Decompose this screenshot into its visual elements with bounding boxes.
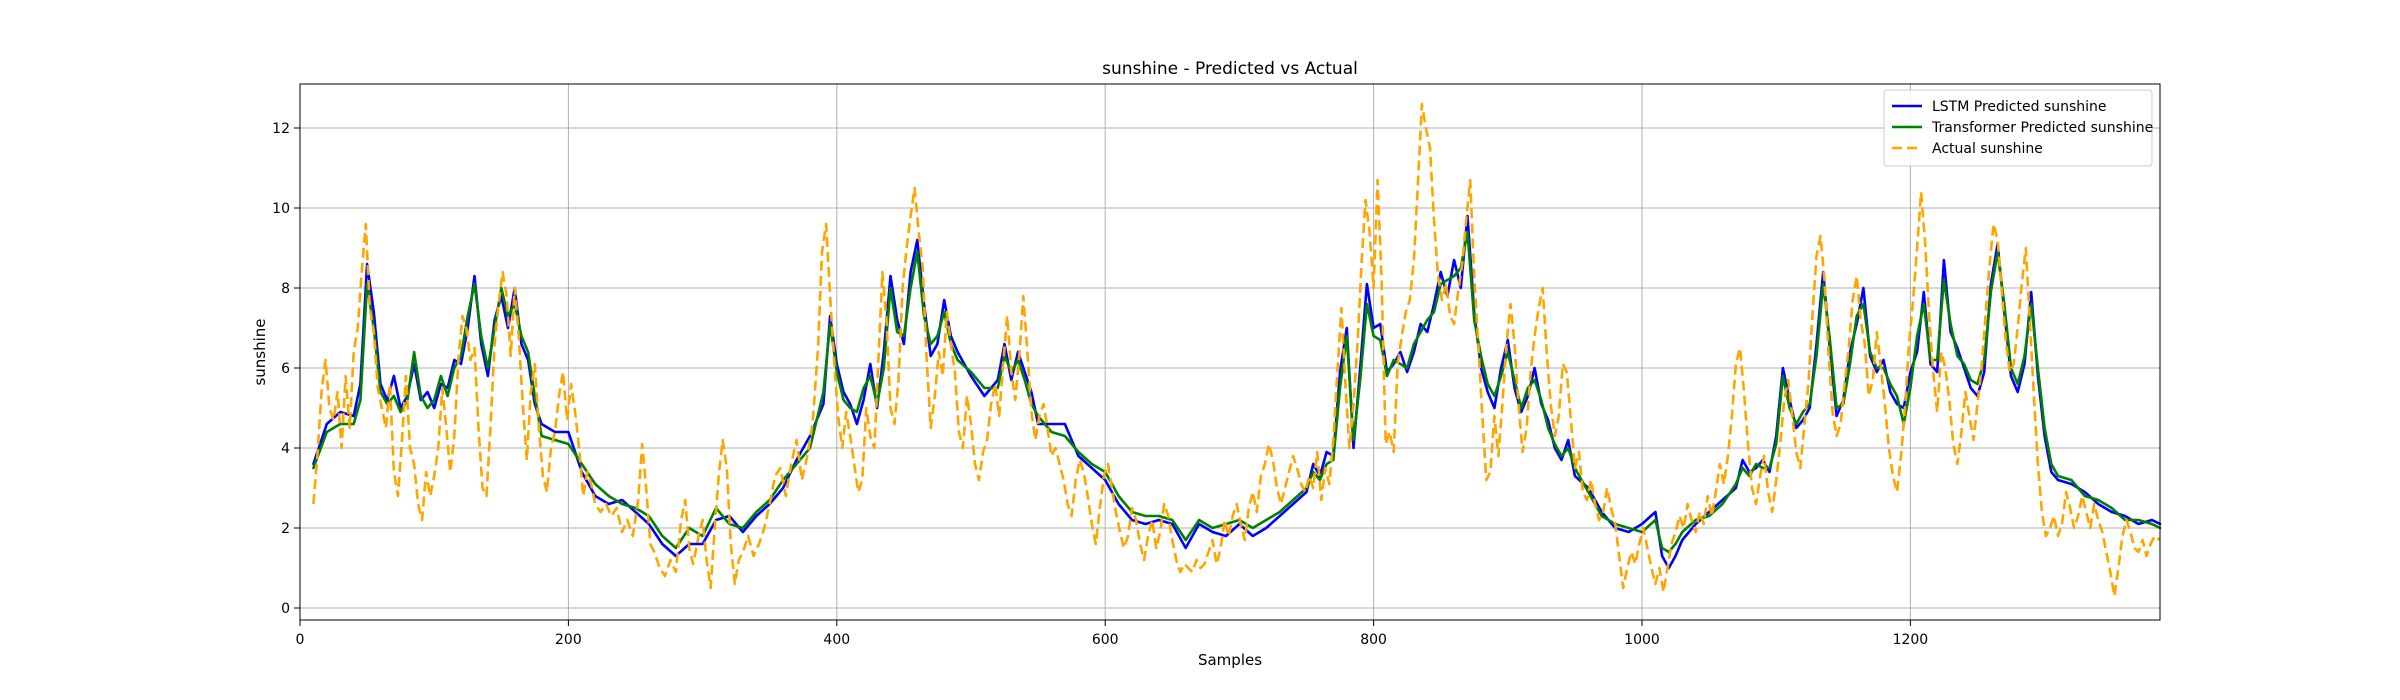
y-axis-label: sunshine — [251, 318, 269, 385]
x-tick-label: 200 — [555, 632, 582, 648]
y-tick-label: 2 — [281, 521, 290, 537]
x-axis: 0 200 400 600 800 1000 1200 — [296, 620, 1929, 648]
chart-title: sunshine - Predicted vs Actual — [1102, 59, 1358, 79]
plot-area-frame — [299, 83, 2161, 621]
y-axis: 0 2 4 6 8 10 12 — [272, 121, 300, 617]
y-tick-label: 4 — [281, 441, 290, 457]
legend-label-2: Transformer Predicted sunshine — [1931, 120, 2153, 136]
x-tick-label: 1200 — [1893, 632, 1929, 648]
y-tick-label: 6 — [281, 361, 290, 377]
legend: LSTM Predicted sunshine Transformer Predi… — [1883, 89, 2153, 167]
x-tick-label: 800 — [1360, 632, 1387, 648]
series-line-2 — [312, 230, 2162, 554]
y-tick-label: 12 — [272, 121, 290, 137]
y-tick-label: 0 — [281, 601, 290, 617]
y-tick-label: 10 — [272, 201, 290, 217]
x-tick-label: 1000 — [1624, 632, 1660, 648]
y-tick-label: 8 — [281, 281, 290, 297]
legend-box — [1883, 89, 2153, 167]
x-tick-label: 400 — [823, 632, 850, 648]
legend-label-1: LSTM Predicted sunshine — [1932, 99, 2107, 115]
series-line-3 — [312, 102, 2161, 598]
x-tick-label: 600 — [1092, 632, 1119, 648]
x-axis-label: Samples — [1198, 651, 1262, 669]
x-tick-label: 0 — [296, 632, 305, 648]
legend-label-3: Actual sunshine — [1932, 141, 2043, 157]
series-layer — [312, 102, 2162, 598]
